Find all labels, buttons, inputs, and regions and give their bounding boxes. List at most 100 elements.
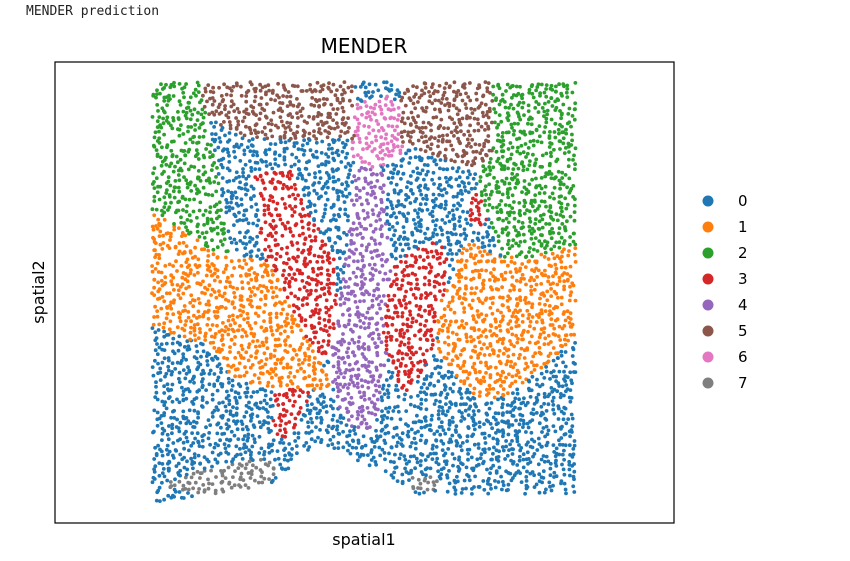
data-point-cluster-1 xyxy=(172,227,177,232)
data-point-cluster-0 xyxy=(257,420,262,425)
data-point-cluster-0 xyxy=(255,223,259,228)
data-point-cluster-1 xyxy=(510,314,515,319)
data-point-cluster-1 xyxy=(295,369,300,373)
data-point-cluster-1 xyxy=(484,371,488,375)
data-point-cluster-1 xyxy=(189,293,194,298)
data-point-cluster-0 xyxy=(152,408,157,413)
data-point-cluster-3 xyxy=(289,185,294,190)
data-point-cluster-0 xyxy=(318,176,323,181)
data-point-cluster-3 xyxy=(296,193,300,198)
data-point-cluster-0 xyxy=(380,409,384,413)
data-point-cluster-0 xyxy=(425,466,429,470)
data-point-cluster-0 xyxy=(461,209,465,214)
data-point-cluster-2 xyxy=(554,240,559,245)
data-point-cluster-3 xyxy=(473,198,478,203)
data-point-cluster-0 xyxy=(411,217,416,222)
data-point-cluster-4 xyxy=(354,185,359,190)
data-point-cluster-3 xyxy=(272,170,277,175)
data-point-cluster-2 xyxy=(167,205,172,210)
data-point-cluster-2 xyxy=(487,172,492,177)
data-point-cluster-1 xyxy=(274,301,278,306)
data-point-cluster-2 xyxy=(185,204,189,208)
data-point-cluster-2 xyxy=(206,192,211,197)
data-point-cluster-0 xyxy=(487,406,492,411)
data-point-cluster-0 xyxy=(375,418,379,422)
data-point-cluster-3 xyxy=(295,241,300,245)
data-point-cluster-2 xyxy=(506,195,511,200)
data-point-cluster-0 xyxy=(267,442,271,447)
data-point-cluster-4 xyxy=(354,247,358,252)
data-point-cluster-3 xyxy=(386,308,391,313)
data-point-cluster-3 xyxy=(410,320,415,325)
data-point-cluster-1 xyxy=(285,362,290,367)
data-point-cluster-2 xyxy=(185,228,190,233)
data-point-cluster-0 xyxy=(521,452,526,457)
data-point-cluster-0 xyxy=(570,354,575,358)
data-point-cluster-1 xyxy=(509,342,514,347)
data-point-cluster-4 xyxy=(341,332,345,336)
data-point-cluster-0 xyxy=(295,176,300,181)
data-point-cluster-0 xyxy=(511,447,515,452)
data-point-cluster-0 xyxy=(273,150,278,155)
data-point-cluster-0 xyxy=(468,404,473,409)
data-point-cluster-0 xyxy=(546,428,551,433)
data-point-cluster-1 xyxy=(458,366,463,371)
data-point-cluster-0 xyxy=(416,393,420,398)
data-point-cluster-1 xyxy=(252,285,256,290)
data-point-cluster-0 xyxy=(171,456,176,460)
data-point-cluster-4 xyxy=(363,316,368,320)
data-point-cluster-2 xyxy=(495,205,499,210)
data-point-cluster-1 xyxy=(497,348,502,353)
data-point-cluster-0 xyxy=(270,403,275,408)
data-point-cluster-3 xyxy=(281,186,285,191)
data-point-cluster-3 xyxy=(259,194,264,198)
data-point-cluster-3 xyxy=(405,352,410,357)
data-point-cluster-2 xyxy=(508,210,513,215)
data-point-cluster-0 xyxy=(335,288,340,293)
data-point-cluster-0 xyxy=(572,490,577,494)
data-point-cluster-0 xyxy=(487,225,492,230)
data-point-cluster-0 xyxy=(151,475,156,480)
data-point-cluster-0 xyxy=(150,365,155,369)
data-point-cluster-0 xyxy=(273,142,278,147)
data-point-cluster-0 xyxy=(343,207,348,212)
data-point-cluster-1 xyxy=(537,345,542,350)
data-point-cluster-3 xyxy=(321,259,325,264)
data-point-cluster-3 xyxy=(298,212,302,217)
data-point-cluster-0 xyxy=(295,451,299,456)
data-point-cluster-2 xyxy=(169,148,174,153)
data-point-cluster-0 xyxy=(407,459,411,464)
data-point-cluster-0 xyxy=(220,176,225,180)
data-point-cluster-1 xyxy=(249,277,254,282)
data-point-cluster-2 xyxy=(167,164,172,169)
data-point-cluster-0 xyxy=(406,211,411,216)
data-point-cluster-0 xyxy=(537,421,542,426)
data-point-cluster-0 xyxy=(534,411,539,415)
data-point-cluster-0 xyxy=(443,451,448,456)
data-point-cluster-0 xyxy=(395,479,400,483)
data-point-cluster-5 xyxy=(458,141,462,146)
data-point-cluster-1 xyxy=(436,339,441,344)
data-point-cluster-0 xyxy=(472,485,476,489)
data-point-cluster-0 xyxy=(408,174,413,178)
data-point-cluster-0 xyxy=(471,419,476,424)
data-point-cluster-1 xyxy=(485,387,489,392)
data-point-cluster-1 xyxy=(480,281,485,286)
data-point-cluster-2 xyxy=(526,189,531,194)
data-point-cluster-2 xyxy=(210,193,215,198)
data-point-cluster-4 xyxy=(376,379,381,384)
data-point-cluster-0 xyxy=(252,437,257,441)
data-point-cluster-0 xyxy=(255,161,260,165)
data-point-cluster-0 xyxy=(452,203,456,208)
data-point-cluster-3 xyxy=(316,227,321,231)
data-point-cluster-0 xyxy=(393,228,397,233)
data-point-cluster-1 xyxy=(539,282,544,286)
data-point-cluster-1 xyxy=(467,303,472,307)
data-point-cluster-1 xyxy=(515,301,520,306)
data-point-cluster-0 xyxy=(559,436,564,440)
data-point-cluster-0 xyxy=(567,467,572,472)
data-point-cluster-1 xyxy=(545,298,550,303)
data-point-cluster-0 xyxy=(438,432,443,437)
data-point-cluster-2 xyxy=(554,212,559,217)
data-point-cluster-1 xyxy=(163,275,168,280)
